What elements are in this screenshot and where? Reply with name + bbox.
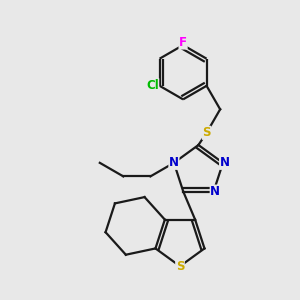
Text: S: S <box>176 260 184 273</box>
Text: F: F <box>179 36 187 49</box>
Text: N: N <box>169 156 179 169</box>
Text: N: N <box>210 185 220 198</box>
Text: Cl: Cl <box>146 79 159 92</box>
Text: S: S <box>202 126 211 139</box>
Text: N: N <box>220 156 230 169</box>
